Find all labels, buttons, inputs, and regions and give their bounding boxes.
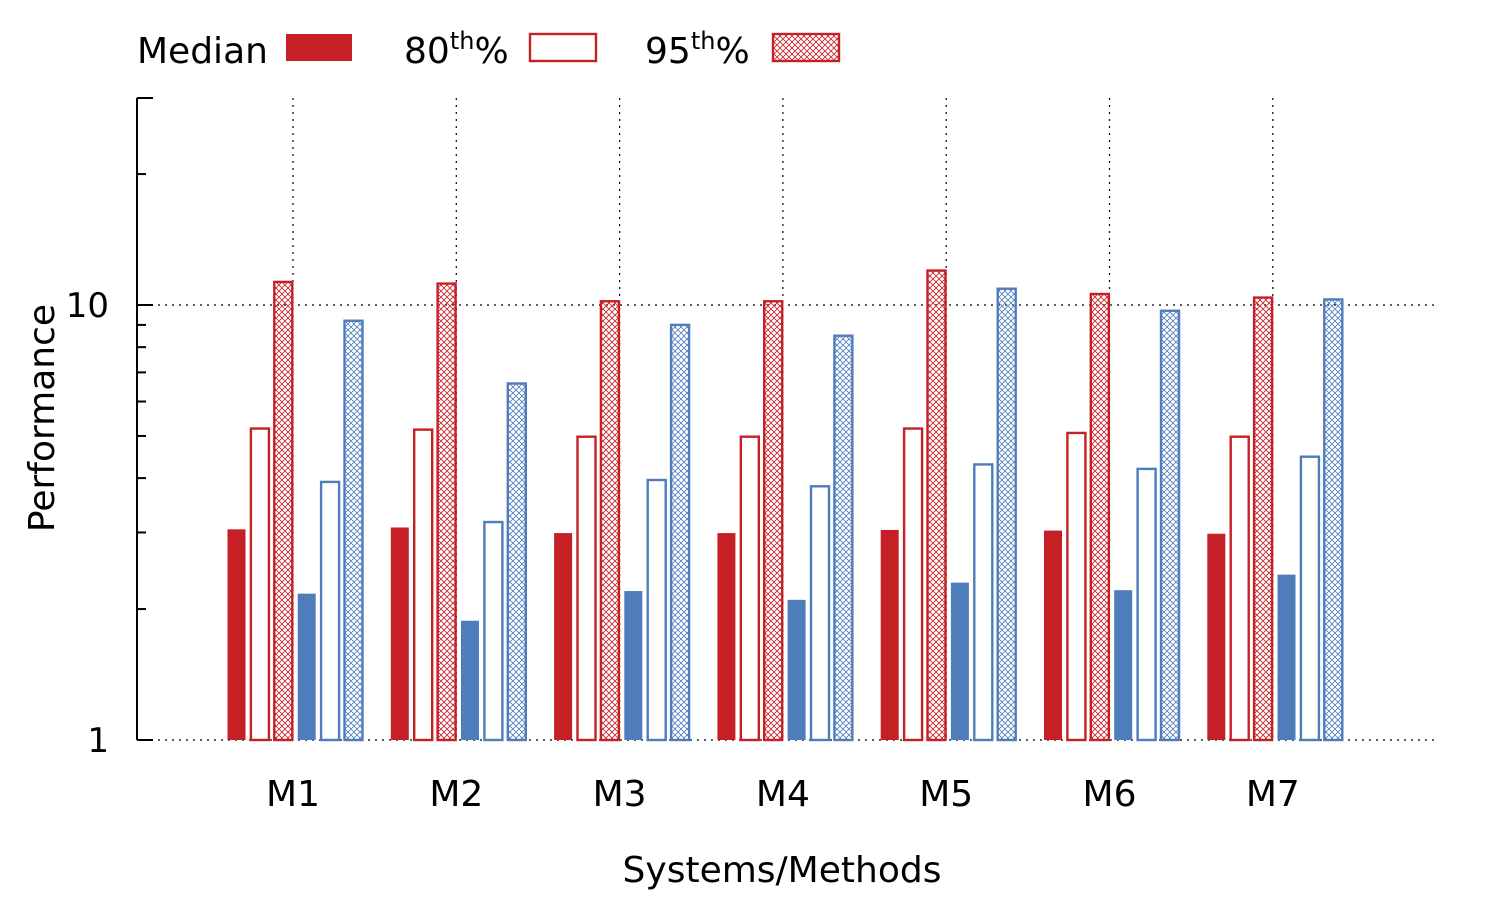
bar-red-median-m1: [227, 529, 246, 740]
bar-blue-95th-m2: [506, 382, 527, 742]
bar-red-80th-m6: [1066, 431, 1087, 742]
bar-blue-80th-m6: [1136, 467, 1157, 742]
bar-red-80th-m7: [1229, 435, 1250, 742]
bar-red-95th-m3: [599, 300, 621, 742]
bar-red-95th-m7: [1252, 296, 1274, 742]
bar-blue-median-m1: [297, 593, 316, 740]
bar-red-95th-m1: [273, 280, 294, 742]
bar-blue-median-m3: [624, 591, 643, 740]
bar-red-80th-m2: [413, 428, 434, 742]
bar-blue-80th-m3: [646, 478, 667, 742]
bar-blue-95th-m3: [669, 323, 691, 742]
bar-red-95th-m6: [1089, 292, 1111, 742]
bar-red-median-m5: [880, 529, 899, 740]
x-tick-label: M1: [266, 774, 320, 815]
bar-red-80th-m5: [902, 427, 924, 742]
bar-red-80th-m4: [739, 435, 760, 742]
bar-blue-95th-m6: [1159, 309, 1181, 742]
x-tick-label: M5: [919, 774, 973, 815]
bar-red-median-m2: [390, 527, 409, 740]
legend-swatch-hatched: [771, 32, 841, 63]
x-tick-label: M7: [1246, 774, 1300, 815]
bar-blue-95th-m1: [343, 319, 364, 742]
bar-red-80th-m3: [576, 435, 597, 742]
axes: [136, 97, 153, 741]
legend-label: Median: [137, 31, 268, 72]
legend-swatch-outline: [528, 32, 598, 63]
bar-red-median-m7: [1207, 533, 1226, 740]
legend: Median 80th% 95th%: [137, 27, 841, 72]
bar-blue-80th-m5: [973, 463, 994, 742]
legend-label: 80th%: [404, 27, 509, 72]
bar-red-80th-m1: [249, 427, 271, 742]
bar-red-median-m3: [554, 533, 573, 740]
bar-blue-median-m6: [1114, 590, 1133, 740]
bar-blue-80th-m1: [319, 480, 341, 742]
y-tick-label: 1: [87, 721, 109, 761]
x-tick-label: M6: [1083, 774, 1137, 815]
bar-red-median-m6: [1044, 530, 1062, 740]
bar-blue-median-m5: [950, 582, 969, 740]
bar-red-95th-m4: [763, 300, 784, 742]
legend-swatch-solid: [286, 34, 352, 61]
bar-blue-95th-m7: [1323, 298, 1344, 742]
bar-blue-80th-m2: [483, 520, 504, 742]
bar-blue-median-m7: [1277, 574, 1296, 740]
x-tick-label: M2: [429, 774, 483, 815]
bar-blue-95th-m5: [996, 287, 1017, 742]
x-tick-labels: M1 M2 M3 M4 M5 M6 M7: [266, 774, 1300, 815]
y-tick-labels: 1 10: [66, 286, 109, 761]
bars: [227, 269, 1344, 742]
y-tick-label: 10: [66, 286, 109, 326]
bar-blue-median-m2: [461, 620, 479, 740]
bar-red-median-m4: [717, 533, 736, 740]
bar-blue-95th-m4: [833, 334, 854, 742]
bar-red-95th-m5: [926, 269, 947, 742]
x-tick-label: M4: [756, 774, 810, 815]
x-tick-label: M3: [593, 774, 647, 815]
legend-label: 95th%: [645, 27, 750, 72]
x-axis-label: Systems/Methods: [623, 850, 942, 891]
y-axis-label: Performance: [22, 304, 63, 532]
bar-blue-80th-m7: [1299, 455, 1321, 742]
bar-blue-median-m4: [787, 599, 806, 740]
bar-blue-80th-m4: [809, 485, 831, 742]
bar-red-95th-m2: [436, 282, 457, 742]
grid-lines: [137, 98, 1436, 741]
